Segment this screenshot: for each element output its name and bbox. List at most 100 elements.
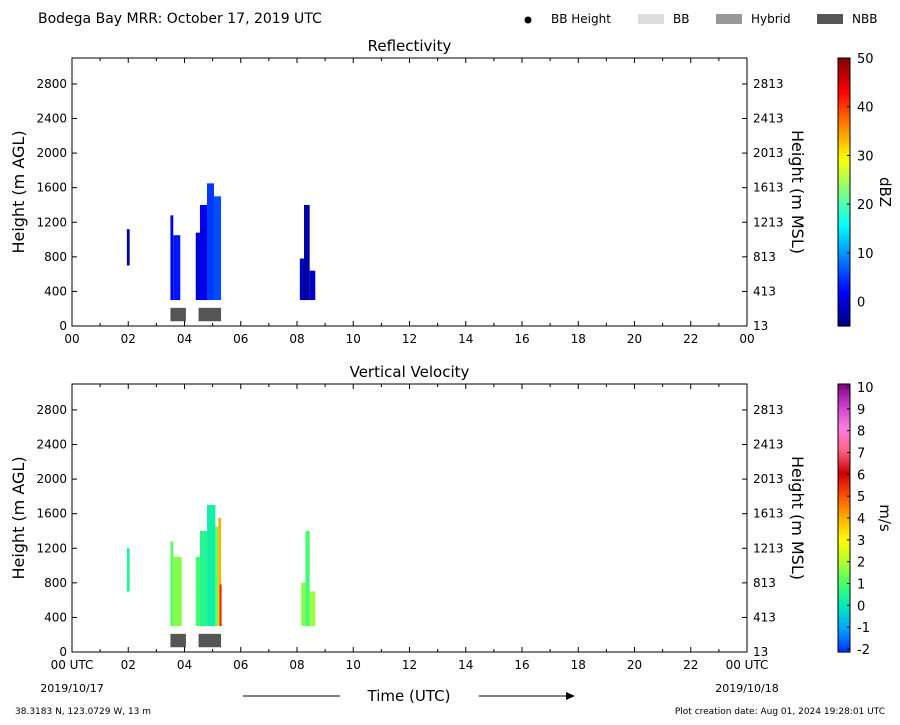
colorbar-segment bbox=[838, 574, 850, 578]
colorbar-segment bbox=[838, 483, 850, 487]
colorbar-segment bbox=[838, 245, 850, 249]
colorbar-tick-label: 7 bbox=[857, 447, 865, 462]
x-tick-label: 04 bbox=[177, 332, 192, 346]
colorbar-segment bbox=[838, 515, 850, 519]
echo-cell bbox=[219, 584, 222, 627]
colorbar-segment bbox=[838, 535, 850, 539]
colorbar-segment bbox=[838, 532, 850, 536]
colorbar-segment bbox=[838, 316, 850, 320]
colorbar-segment bbox=[838, 306, 850, 310]
colorbar-segment bbox=[838, 318, 850, 322]
colorbar-segment bbox=[838, 408, 850, 412]
x-tick-label: 10 bbox=[346, 658, 361, 672]
legend-label: Hybrid bbox=[751, 12, 791, 26]
legend-swatch-hybrid bbox=[716, 14, 742, 24]
xlabel-arrowhead bbox=[566, 692, 575, 700]
colorbar-segment bbox=[838, 218, 850, 222]
colorbar-segment bbox=[838, 549, 850, 553]
colorbar-segment bbox=[838, 313, 850, 317]
x-tick-label: 10 bbox=[346, 332, 361, 346]
colorbar-segment bbox=[838, 287, 850, 291]
colorbar-segment bbox=[838, 566, 850, 570]
colorbar-segment bbox=[838, 396, 850, 400]
colorbar-segment bbox=[838, 60, 850, 64]
colorbar-segment bbox=[838, 235, 850, 239]
y-tick-label: 400 bbox=[44, 610, 67, 624]
y-tick-label: 800 bbox=[44, 576, 67, 590]
colorbar-segment bbox=[838, 469, 850, 473]
colorbar-segment bbox=[838, 410, 850, 414]
colorbar-tick-label: 1 bbox=[857, 578, 865, 593]
colorbar-segment bbox=[838, 70, 850, 74]
colorbar-segment bbox=[838, 187, 850, 191]
colorbar-segment bbox=[838, 649, 850, 653]
echo-cell bbox=[309, 591, 316, 627]
colorbar-segment bbox=[838, 308, 850, 312]
colorbar-segment bbox=[838, 72, 850, 76]
colorbar-segment bbox=[838, 170, 850, 174]
colorbar-segment bbox=[838, 294, 850, 298]
x-tick-label: 08 bbox=[289, 332, 304, 346]
colorbar-segment bbox=[838, 513, 850, 517]
colorbar-segment bbox=[838, 174, 850, 178]
colorbar-segment bbox=[838, 556, 850, 561]
x-tick-label: 16 bbox=[514, 332, 529, 346]
echo-cell bbox=[199, 204, 207, 301]
colorbar-segment bbox=[838, 184, 850, 188]
colorbar-segment bbox=[838, 238, 850, 242]
colorbar-tick-label: 0 bbox=[857, 599, 865, 614]
colorbar-segment bbox=[838, 527, 850, 531]
echo-cell bbox=[173, 556, 182, 627]
x-tick-label: 06 bbox=[233, 658, 248, 672]
y-right-tick-label: 413 bbox=[753, 610, 776, 624]
echo-cell bbox=[126, 229, 130, 266]
colorbar-segment bbox=[838, 518, 850, 522]
colorbar-segment bbox=[838, 299, 850, 303]
colorbar-segment bbox=[838, 583, 850, 587]
colorbar-segment bbox=[838, 603, 850, 607]
colorbar-segment bbox=[838, 576, 850, 580]
echo-cell bbox=[214, 196, 222, 301]
colorbar-segment bbox=[838, 444, 850, 448]
colorbar-segment bbox=[838, 111, 850, 115]
colorbar-segment bbox=[838, 405, 850, 409]
colorbar-segment bbox=[838, 578, 850, 582]
colorbar-segment bbox=[838, 304, 850, 308]
colorbar-segment bbox=[838, 447, 850, 451]
echo-cell bbox=[305, 530, 310, 627]
echo-cell bbox=[218, 518, 222, 627]
colorbar-segment bbox=[838, 440, 850, 444]
colorbar-segment bbox=[838, 216, 850, 220]
colorbar-segment bbox=[838, 505, 850, 509]
nbb-marker bbox=[198, 307, 222, 322]
colorbar-segment bbox=[838, 87, 850, 91]
colorbar-tick-label: 9 bbox=[857, 403, 865, 418]
echo-cell bbox=[309, 270, 316, 301]
colorbar-segment bbox=[838, 165, 850, 169]
colorbar-segment bbox=[838, 430, 850, 434]
y-tick-label: 2800 bbox=[36, 403, 67, 417]
legend-label: BB Height bbox=[551, 12, 611, 26]
y-tick-label: 2400 bbox=[36, 438, 67, 452]
colorbar-segment bbox=[838, 243, 850, 247]
colorbar-segment bbox=[838, 479, 850, 483]
colorbar-segment bbox=[838, 177, 850, 181]
colorbar-tick-label: 10 bbox=[857, 247, 874, 262]
colorbar-segment bbox=[838, 632, 850, 636]
colorbar-segment bbox=[838, 140, 850, 144]
colorbar-segment bbox=[838, 598, 850, 602]
colorbar-segment bbox=[838, 291, 850, 295]
colorbar-segment bbox=[838, 510, 850, 514]
colorbar-segment bbox=[838, 452, 850, 456]
y-tick-label: 2400 bbox=[36, 112, 67, 126]
colorbar-segment bbox=[838, 199, 850, 203]
colorbar-segment bbox=[838, 642, 850, 646]
x-tick-label: 18 bbox=[571, 332, 586, 346]
colorbar-segment bbox=[838, 496, 850, 500]
colorbar-segment bbox=[838, 486, 850, 490]
colorbar-segment bbox=[838, 213, 850, 217]
colorbar-segment bbox=[838, 296, 850, 300]
echo-cell bbox=[199, 530, 207, 627]
colorbar-tick-label: 8 bbox=[857, 425, 865, 440]
